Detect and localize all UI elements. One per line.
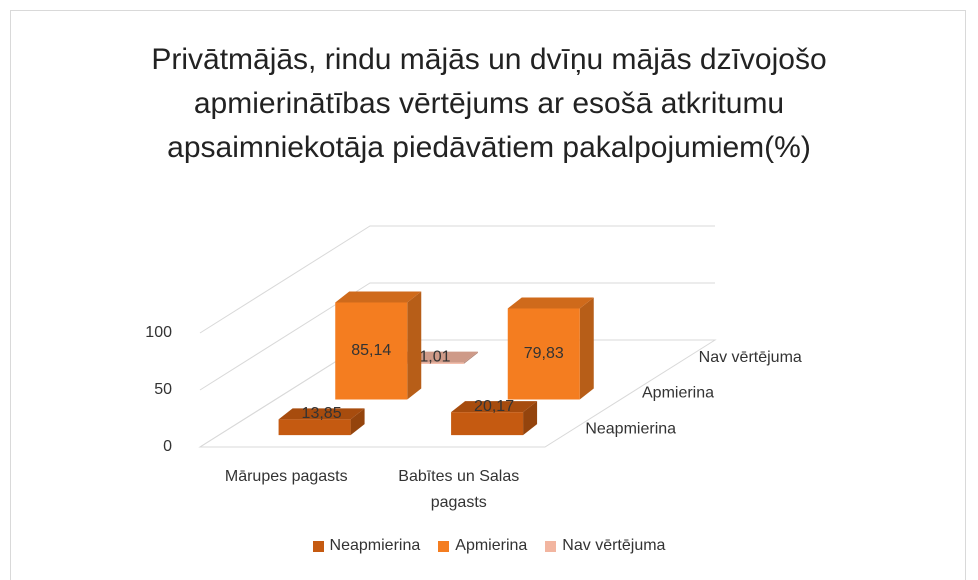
bar-top	[278, 408, 365, 420]
bar-side	[407, 291, 422, 400]
bar-top	[335, 291, 422, 303]
legend-label: Apmierina	[455, 537, 528, 554]
legend-item: Nav vērtējuma	[545, 537, 665, 555]
grid-line	[199, 282, 715, 391]
legend-swatch	[438, 540, 450, 552]
bar-side	[463, 351, 478, 364]
legend-swatch	[312, 540, 324, 552]
bar-top	[451, 401, 538, 413]
bar	[451, 401, 538, 436]
legend-item: Apmierina	[438, 537, 527, 555]
y-tick-label: 100	[145, 324, 172, 341]
legend-label: Neapmierina	[329, 537, 421, 554]
grid-line	[199, 225, 715, 334]
y-tick-label: 50	[154, 381, 172, 398]
bar-side	[579, 297, 594, 400]
depth-axis-label: Apmierina	[642, 385, 714, 402]
data-label: 20,17	[474, 398, 514, 415]
bar	[335, 291, 422, 400]
bar-front	[507, 308, 580, 400]
x-tick-label: Mārupes pagasts	[224, 468, 348, 485]
depth-axis-label: Neapmierina	[585, 420, 676, 437]
bar-side	[523, 401, 538, 436]
legend-swatch	[545, 540, 557, 552]
bar-top	[507, 297, 594, 309]
bar	[278, 408, 365, 436]
y-tick-label: 0	[163, 438, 172, 455]
chart-frame	[10, 10, 966, 580]
bar-side	[350, 408, 365, 436]
legend-item: Neapmierina	[312, 537, 421, 555]
chart-title: Privātmājās, rindu mājās un dvīņu mājās …	[151, 43, 827, 164]
bar-front	[335, 302, 408, 400]
bar	[507, 297, 594, 400]
x-tick-label: Babītes un Salas pagasts	[398, 468, 520, 511]
data-label: 79,83	[524, 345, 564, 362]
bar-front	[451, 412, 524, 436]
data-label: 1,01	[419, 348, 450, 365]
legend-label: Nav vērtējuma	[562, 537, 666, 554]
bar-front	[278, 419, 351, 436]
depth-axis-label: Nav vērtējuma	[699, 349, 802, 366]
data-label: 85,14	[351, 342, 391, 359]
floor	[198, 339, 717, 448]
data-label: 13,85	[302, 405, 342, 422]
legend: Neapmierina Apmierina Nav vērtējuma	[0, 537, 978, 555]
